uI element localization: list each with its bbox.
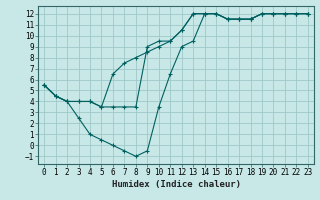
X-axis label: Humidex (Indice chaleur): Humidex (Indice chaleur) (111, 180, 241, 189)
